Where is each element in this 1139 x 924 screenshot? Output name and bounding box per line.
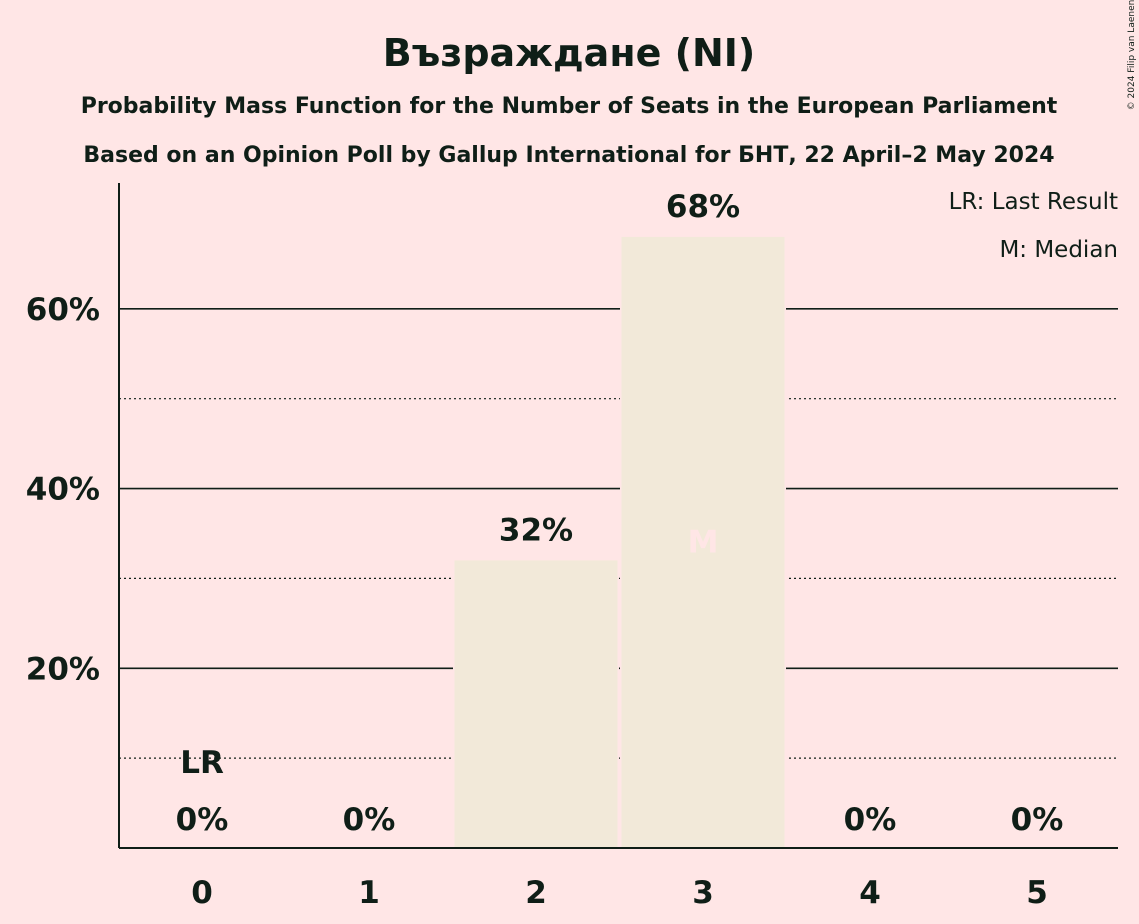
bar-value-label: 0% xyxy=(844,802,897,838)
bar-value-label: 0% xyxy=(176,802,229,838)
bar-value-label: 0% xyxy=(1011,802,1064,838)
gridlines xyxy=(119,308,1118,759)
bar xyxy=(621,236,785,848)
last-result-marker: LR xyxy=(180,745,224,781)
x-tick-label: 3 xyxy=(692,875,714,911)
chart-subtitle-2: Based on an Opinion Poll by Gallup Inter… xyxy=(83,143,1054,168)
y-tick-label: 20% xyxy=(26,651,100,687)
chart-subtitle-1: Probability Mass Function for the Number… xyxy=(81,94,1058,119)
legend-median: M: Median xyxy=(999,237,1118,263)
bar-value-label: 68% xyxy=(666,189,740,225)
chart-title: Възраждане (NI) xyxy=(383,31,756,75)
bar-value-label: 0% xyxy=(343,802,396,838)
x-tick-label: 1 xyxy=(358,875,380,911)
x-tick-label: 2 xyxy=(525,875,547,911)
copyright-note: © 2024 Filip van Laenen xyxy=(1127,0,1137,110)
axes: 20% 40% 60% 0 1 2 3 4 5 xyxy=(26,183,1118,911)
y-tick-label: 60% xyxy=(26,292,100,328)
x-tick-label: 4 xyxy=(859,875,881,911)
y-tick-label: 40% xyxy=(26,472,100,508)
bars xyxy=(453,236,786,848)
bar xyxy=(454,560,618,848)
x-tick-label: 0 xyxy=(191,875,213,911)
x-tick-label: 5 xyxy=(1026,875,1048,911)
legend-last-result: LR: Last Result xyxy=(949,189,1118,215)
bar-labels: 0% 0% 32% 68% 0% 0% LR M xyxy=(176,189,1064,838)
bar-value-label: 32% xyxy=(499,512,573,548)
median-marker: M xyxy=(688,524,719,560)
